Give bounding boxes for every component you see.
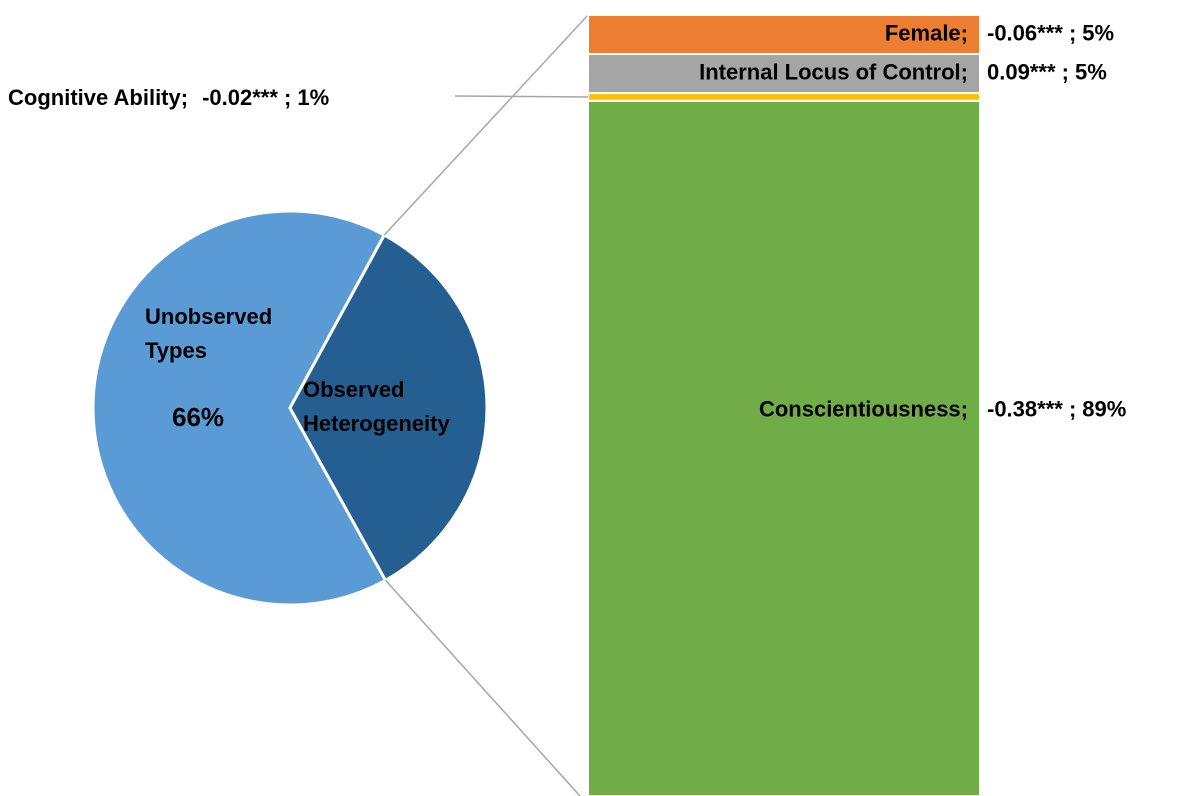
- coefficient-label: 0.09*** ;: [987, 59, 1069, 84]
- connector: [383, 14, 589, 236]
- connector: [384, 579, 581, 796]
- value-label: 89%: [1082, 396, 1126, 421]
- category-label: Female;: [885, 20, 968, 45]
- value-label: 1%: [297, 85, 329, 110]
- category-label: Internal Locus of Control;: [699, 59, 968, 84]
- segment-label: Cognitive Ability; -0.02*** ; 1%: [8, 85, 329, 110]
- coefficient-label: -0.06*** ;: [987, 20, 1076, 45]
- pie-label: Unobserved Types: [145, 304, 273, 363]
- bar-segment: [587, 14, 981, 56]
- pie-value-label: 66%: [172, 402, 225, 432]
- category-label: Cognitive Ability;: [8, 85, 188, 110]
- segment-value: 0.09*** ; 5%: [987, 59, 1107, 84]
- bar-segment: [587, 92, 981, 102]
- segment-value: -0.38*** ; 89%: [987, 396, 1126, 421]
- pie-slice: [91, 209, 388, 607]
- coefficient-label: -0.02*** ;: [202, 85, 291, 110]
- category-label: Conscientiousness;: [759, 396, 968, 421]
- coefficient-label: -0.38*** ;: [987, 396, 1076, 421]
- pie-label: Observed Heterogeneity: [303, 377, 450, 436]
- pie-slice: [288, 233, 489, 583]
- segment-value: -0.06*** ; 5%: [987, 20, 1114, 45]
- value-label: 5%: [1075, 59, 1107, 84]
- leader-line: [454, 95, 589, 98]
- value-label: 5%: [1082, 20, 1114, 45]
- bar-segment: [587, 99, 981, 796]
